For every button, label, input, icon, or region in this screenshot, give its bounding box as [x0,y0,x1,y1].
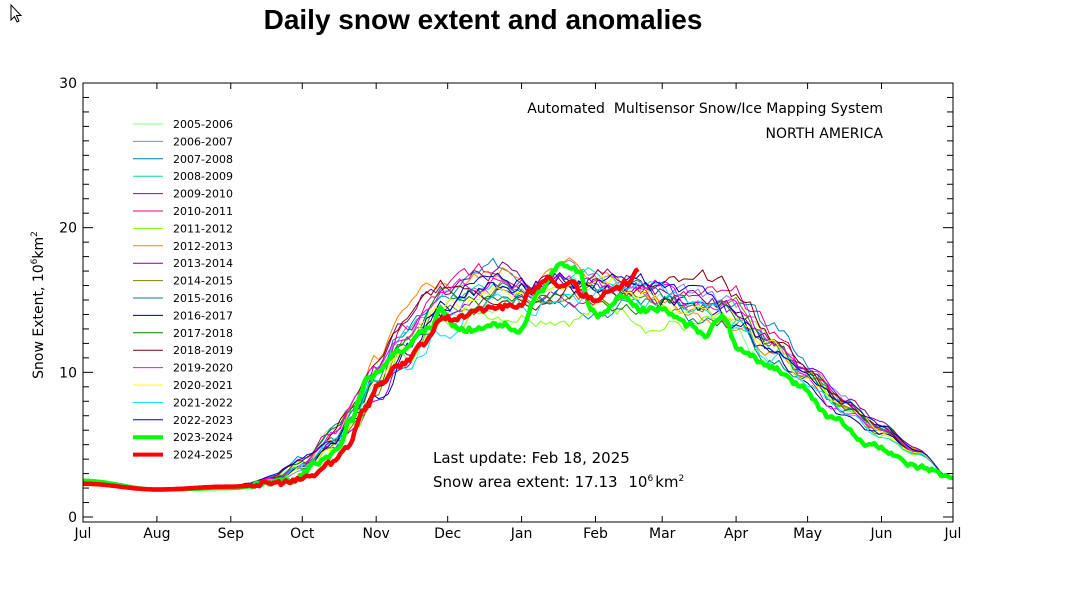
extent-value: Snow area extent: 17.13 [433,473,618,491]
legend-label-2020-2021: 2020-2021 [173,379,233,392]
legend-label-2019-2020: 2019-2020 [173,362,233,375]
legend-label-2005-2006: 2005-2006 [173,118,233,131]
legend-label-2023-2024: 2023-2024 [173,431,233,444]
x-tick-label: Apr [724,526,748,542]
chart-subtitle: Automated Multisensor Snow/Ice Mapping S… [527,101,883,117]
legend-label-2022-2023: 2022-2023 [173,414,233,427]
legend-label-2009-2010: 2009-2010 [173,188,233,201]
y-tick-label: 10 [59,365,77,381]
x-tick-label: Oct [290,526,315,542]
extent-unit-sq: 2 [679,474,685,484]
x-tick-label: Nov [363,526,390,542]
legend-label-2015-2016: 2015-2016 [173,292,233,305]
legend-label-2008-2009: 2008-2009 [173,170,233,183]
y-axis-label-exp: 6 [30,258,40,264]
legend-label-2011-2012: 2011-2012 [173,222,233,235]
legend-label-2024-2025: 2024-2025 [173,449,233,462]
x-axis: Jul Aug Sep Oct Nov Dec Jan Feb Mar Apr May Jun Jul [74,83,962,542]
legend: 2005-2006 2006-2007 2007-2008 2008-2009 2009… [133,118,233,462]
y-axis: 0 10 20 30 [59,76,953,526]
x-tick-label: Jul [74,526,92,542]
x-tick-label: Jul [944,526,962,542]
page-title: Daily snow extent and anomalies [263,4,703,35]
legend-label-2007-2008: 2007-2008 [173,153,233,166]
series-line-2024-2025 [83,267,640,492]
x-tick-label: Dec [434,526,461,542]
y-tick-label: 20 [59,221,77,237]
last-update-text: Last update: Feb 18, 2025 [433,449,630,467]
snow-area-extent-text: Snow area extent: 17.13 106 km2 [433,473,684,491]
chart-region: NORTH AMERICA [766,126,884,142]
x-tick-label: Sep [218,526,245,542]
x-tick-label: Jun [870,526,893,542]
extent-unit-km: km [655,473,678,491]
y-tick-label: 30 [59,76,77,92]
x-tick-label: May [793,526,822,542]
x-tick-label: Feb [583,526,608,542]
x-tick-label: Aug [143,526,170,542]
plot-frame [82,82,954,523]
legend-label-2014-2015: 2014-2015 [173,275,233,288]
y-axis-label-sq: 2 [30,231,40,237]
y-tick-label: 0 [68,510,77,526]
legend-label-2021-2022: 2021-2022 [173,396,233,409]
legend-label-2012-2013: 2012-2013 [173,240,233,253]
y-axis-label-unit: km [31,237,47,259]
x-tick-label: Jan [510,526,533,542]
legend-label-2010-2011: 2010-2011 [173,205,233,218]
mouse-pointer-icon [10,4,23,23]
y-axis-label-text: Snow Extent, 10 [31,264,47,379]
y-axis-label: Snow Extent, 106km2 [30,231,47,379]
legend-label-2018-2019: 2018-2019 [173,344,233,357]
legend-label-2013-2014: 2013-2014 [173,257,233,270]
extent-unit-exp: 6 [647,474,653,484]
legend-label-2006-2007: 2006-2007 [173,135,233,148]
legend-label-2016-2017: 2016-2017 [173,309,233,322]
extent-unit-base: 10 [628,473,647,491]
x-tick-label: Mar [649,526,676,542]
legend-label-2017-2018: 2017-2018 [173,327,233,340]
plot-lines [82,257,954,492]
